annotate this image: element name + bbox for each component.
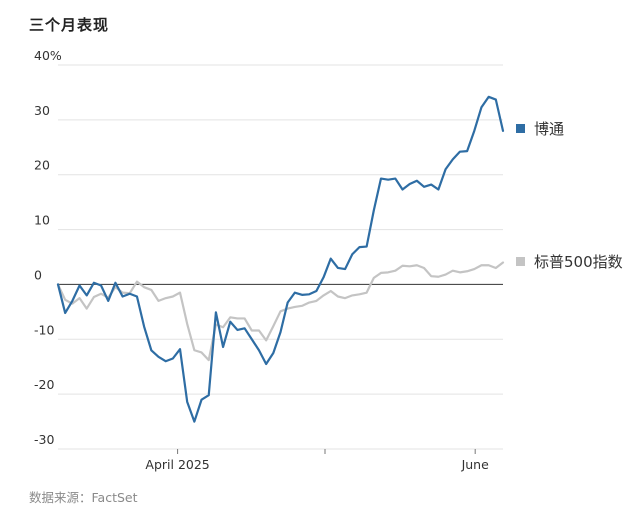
y-tick-label: 10 bbox=[34, 213, 50, 228]
legend-item-broadcom: 博通 bbox=[516, 118, 564, 139]
y-tick-label: -20 bbox=[34, 377, 54, 392]
series-line-sp500 bbox=[56, 261, 505, 362]
legend-label-broadcom: 博通 bbox=[534, 120, 565, 138]
y-tick-label: -30 bbox=[34, 432, 54, 447]
y-tick-label: 20 bbox=[34, 158, 50, 173]
legend-swatch-broadcom bbox=[516, 124, 525, 133]
series-line-broadcom bbox=[56, 95, 505, 423]
x-tick-label: June bbox=[461, 457, 490, 472]
x-tick-label: April 2025 bbox=[145, 457, 209, 472]
y-tick-label: 40% bbox=[34, 48, 62, 63]
y-tick-label: -10 bbox=[34, 322, 54, 337]
chart-title: 三个月表现 bbox=[29, 16, 110, 34]
legend-swatch-sp500 bbox=[516, 257, 525, 266]
y-tick-label: 30 bbox=[34, 103, 50, 118]
source-note: 数据来源：FactSet bbox=[29, 490, 138, 505]
legend-label-sp500: 标普500指数 bbox=[534, 253, 623, 271]
legend-item-sp500: 标普500指数 bbox=[516, 251, 623, 272]
y-tick-label: 0 bbox=[34, 267, 42, 282]
